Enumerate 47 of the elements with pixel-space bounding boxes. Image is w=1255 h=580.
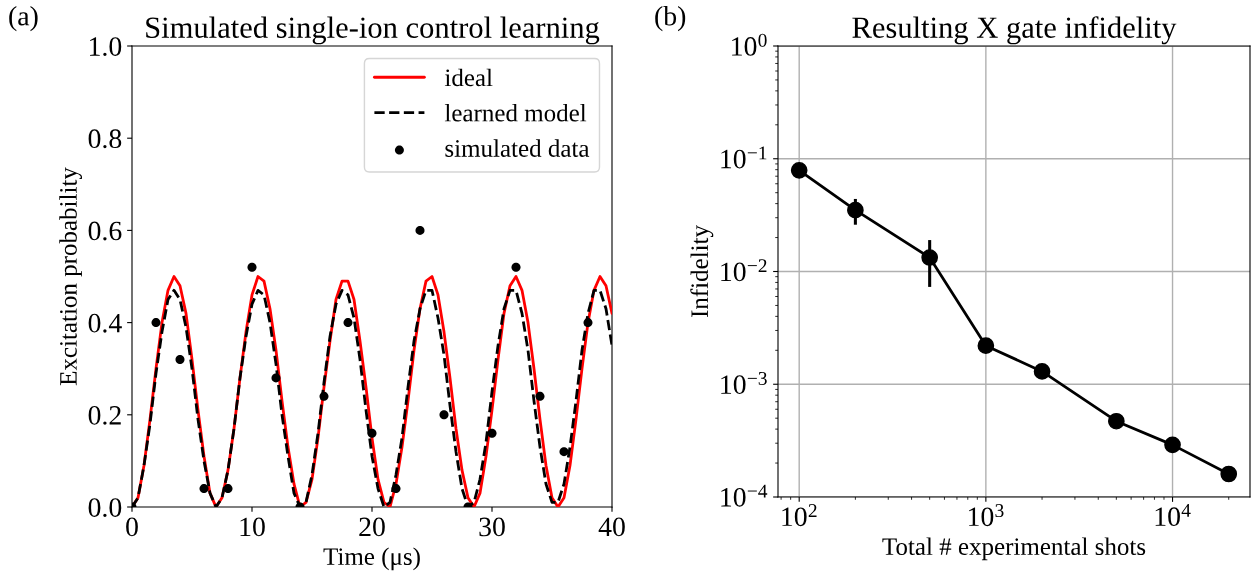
- y-tick-label: 0.0: [88, 498, 122, 518]
- x-tick-label: 0: [126, 517, 138, 537]
- x-axis-title: Total # experimental shots: [882, 537, 1146, 561]
- y-axis-title: Excitation probability: [59, 167, 82, 386]
- point: [367, 428, 377, 438]
- y-tick-label: 0.6: [88, 221, 122, 241]
- point: [151, 318, 161, 328]
- chart-title: Resulting X gate infidelity: [852, 16, 1177, 45]
- y-tick-label: 10$^{−1}$: [721, 146, 767, 169]
- point: [583, 318, 593, 328]
- text: (b): [655, 6, 686, 32]
- y-tick-label: 10$^{−4}$: [721, 484, 768, 507]
- point: [319, 391, 329, 401]
- y-tick-label: 10$^{−2}$: [721, 259, 767, 282]
- y-tick-label: 0.8: [88, 129, 122, 149]
- point: [559, 447, 569, 457]
- x-tick-label: 10$^{3}$: [969, 504, 1004, 527]
- point: [511, 262, 521, 272]
- chart-title: Simulated single-ion control learning: [146, 16, 600, 45]
- point: [439, 410, 449, 420]
- point: [415, 225, 425, 235]
- x-axis-title: Time (μs): [323, 547, 420, 571]
- y-tick-label: 10$^{0}$: [732, 33, 767, 56]
- point: [175, 354, 185, 364]
- x-tick-label: 30: [479, 517, 505, 537]
- point: [487, 428, 497, 438]
- point: [535, 391, 545, 401]
- legend-label: ideal: [444, 68, 493, 87]
- point: [199, 484, 209, 494]
- y-tick-label: 1.0: [90, 37, 122, 57]
- y-tick-label: 10$^{−3}$: [721, 371, 767, 395]
- point: [271, 373, 281, 383]
- legend-label: learned model: [444, 103, 587, 122]
- legend-label: simulated data: [445, 139, 590, 157]
- y-tick-label: 0.2: [88, 405, 121, 425]
- x-tick-label: 10: [240, 517, 265, 537]
- point: [391, 484, 401, 494]
- point: [343, 318, 353, 328]
- point: [223, 484, 233, 494]
- x-tick-label: 10$^{2}$: [782, 504, 817, 527]
- text: (a): [9, 6, 38, 32]
- y-tick-label: 0.4: [88, 313, 122, 333]
- point: [247, 262, 257, 272]
- x-tick-label: 40: [598, 517, 625, 537]
- x-tick-label: 10$^{4}$: [1155, 504, 1191, 527]
- y-axis-title: Infidelity: [690, 225, 714, 318]
- x-tick-label: 20: [359, 517, 385, 537]
